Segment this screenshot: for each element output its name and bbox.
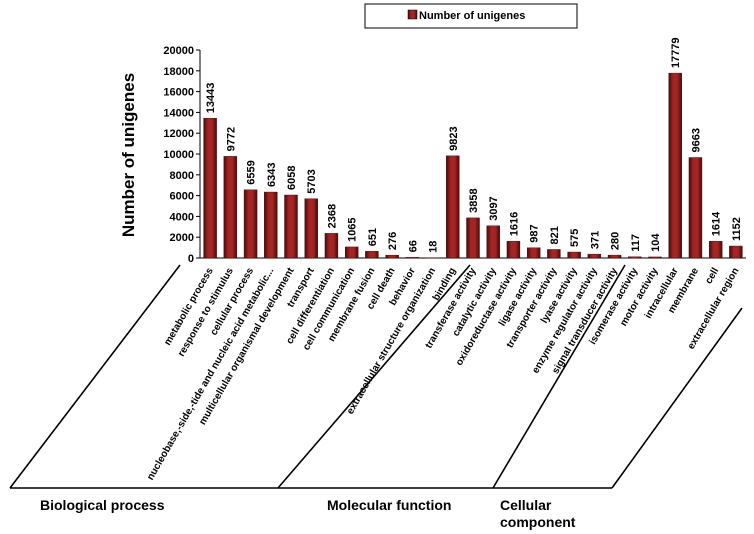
bar (729, 245, 743, 259)
legend-label: Number of unigenes (419, 10, 525, 22)
value-label: 821 (549, 226, 561, 244)
category-label: cell (703, 266, 721, 286)
bars (203, 72, 743, 259)
value-label: 66 (407, 240, 419, 252)
value-label: 9663 (690, 128, 702, 152)
bar (264, 191, 278, 259)
value-label: 651 (367, 228, 379, 246)
y-tick-label: 8000 (170, 170, 194, 182)
y-tick-label: 12000 (163, 128, 194, 140)
value-label: 1614 (711, 211, 723, 236)
group-label-biological-process: Biological process (40, 497, 165, 513)
legend-box (364, 3, 578, 29)
group-label-molecular-function: Molecular function (327, 497, 451, 513)
bar (466, 217, 480, 259)
value-label: 5703 (306, 169, 318, 193)
bar (668, 72, 682, 259)
value-label: 18 (428, 241, 440, 253)
bar (425, 257, 440, 259)
bar (446, 155, 460, 259)
value-label: 117 (630, 234, 642, 252)
value-label: 6343 (266, 163, 278, 187)
bar (506, 240, 521, 259)
bar (708, 241, 723, 259)
y-tick-label: 20000 (163, 45, 194, 57)
bar (587, 253, 602, 259)
bar (405, 257, 420, 259)
value-label: 987 (529, 224, 541, 242)
bar (547, 249, 561, 259)
value-label: 6058 (286, 166, 298, 190)
y-tick-label: 14000 (163, 107, 194, 119)
value-label: 371 (589, 231, 601, 249)
group-divider-line (492, 264, 626, 489)
y-tick-label: 16000 (163, 87, 194, 99)
value-label: 1152 (731, 217, 743, 241)
bar (385, 254, 399, 259)
bar (344, 246, 359, 259)
value-labels: 13443 9772 6559 6343 6058 5703 2368 1065 651 276 6… (205, 38, 743, 253)
bar (203, 117, 217, 259)
group-divider-line (277, 264, 471, 489)
value-label: 280 (610, 232, 622, 250)
group-divider-line (611, 307, 743, 489)
group-label-cellular-component-line2: component (500, 514, 576, 530)
bar (304, 198, 318, 259)
value-label: 104 (650, 233, 662, 252)
bar (243, 189, 258, 259)
bar (688, 157, 703, 259)
group-brackets (9, 264, 743, 489)
y-tick-label: 6000 (170, 191, 194, 203)
bar (223, 156, 238, 259)
value-label: 9772 (225, 127, 237, 151)
bar (607, 254, 622, 259)
bar (567, 251, 581, 259)
value-label: 3097 (488, 196, 500, 220)
group-divider-line (9, 264, 181, 489)
bar (628, 256, 642, 259)
bar (526, 247, 541, 259)
bar (486, 225, 500, 259)
value-label: 13443 (205, 83, 217, 114)
legend: Number of unigenes (364, 3, 578, 29)
y-tick-label: 2000 (170, 232, 194, 244)
value-label: 1065 (347, 217, 359, 241)
y-tick-label: 10000 (163, 149, 194, 161)
value-label: 3858 (468, 188, 480, 212)
y-tick-label: 0 (188, 253, 194, 265)
bar (365, 251, 379, 259)
y-tick-label: 18000 (163, 66, 194, 78)
value-label: 276 (387, 232, 399, 250)
bar (648, 256, 662, 259)
value-label: 9823 (448, 126, 460, 150)
value-label: 6559 (246, 160, 258, 184)
group-labels: Biological process Molecular function Cell… (40, 497, 576, 530)
value-label: 1616 (508, 212, 520, 236)
group-label-cellular-component: Cellular (500, 497, 552, 513)
value-label: 2368 (326, 204, 338, 228)
legend-swatch (407, 9, 418, 20)
bar (284, 194, 298, 259)
y-tick-label: 4000 (170, 211, 194, 223)
value-label: 17779 (670, 38, 682, 69)
bar (324, 233, 339, 259)
y-axis-title: Number of unigenes (119, 73, 138, 237)
value-label: 575 (569, 229, 581, 247)
